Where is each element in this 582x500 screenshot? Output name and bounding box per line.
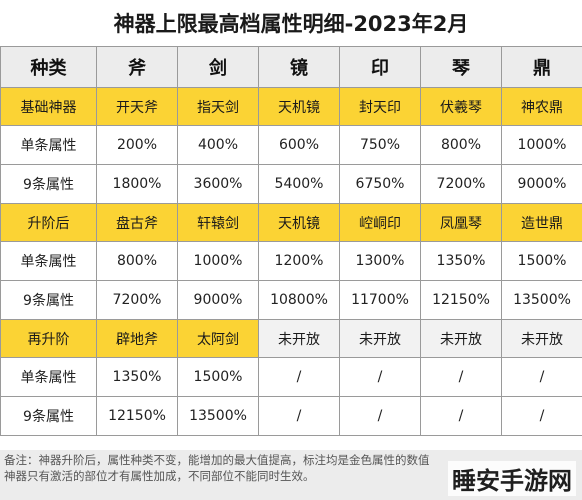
value-cell: 1500%: [177, 357, 259, 397]
value-cell: 13500%: [177, 396, 259, 436]
value-cell: /: [420, 357, 502, 397]
value-cell: 800%: [96, 241, 178, 281]
footnote-line-2: 神器只有激活的部位才有属性加成，不同部位不能同时生效。: [4, 469, 315, 483]
tier-label: 升阶后: [0, 203, 97, 242]
artifact-name: 造世鼎: [501, 203, 582, 242]
artifact-name: 天机镜: [258, 87, 340, 126]
tier-row-base: 基础神器 开天斧 指天剑 天机镜 封天印 伏羲琴 神农鼎: [0, 87, 582, 126]
single-attr-row: 单条属性 800% 1000% 1200% 1300% 1350% 1500%: [0, 241, 582, 281]
value-cell: 1350%: [96, 357, 178, 397]
value-cell: 3600%: [177, 164, 259, 204]
value-cell: /: [420, 396, 502, 436]
header-cell-sword: 剑: [177, 46, 259, 88]
value-cell: /: [339, 396, 421, 436]
value-cell: 12150%: [96, 396, 178, 436]
value-cell: 11700%: [339, 280, 421, 320]
value-cell: 9000%: [501, 164, 582, 204]
value-cell: /: [501, 357, 582, 397]
tier-label: 再升阶: [0, 319, 97, 358]
value-cell: 1350%: [420, 241, 502, 281]
header-cell-zither: 琴: [420, 46, 502, 88]
site-watermark: 睡安手游网: [448, 461, 576, 496]
artifact-name: 凤凰琴: [420, 203, 502, 242]
artifact-name-unreleased: 未开放: [258, 319, 340, 358]
value-cell: /: [258, 396, 340, 436]
row-label: 单条属性: [0, 241, 97, 281]
value-cell: 750%: [339, 125, 421, 165]
nine-attr-row: 9条属性 1800% 3600% 5400% 6750% 7200% 9000%: [0, 164, 582, 204]
artifact-name: 开天斧: [96, 87, 178, 126]
tier-label: 基础神器: [0, 87, 97, 126]
artifact-name-unreleased: 未开放: [420, 319, 502, 358]
value-cell: 800%: [420, 125, 502, 165]
header-cell-cauldron: 鼎: [501, 46, 582, 88]
artifact-name: 神农鼎: [501, 87, 582, 126]
artifact-name: 辟地斧: [96, 319, 178, 358]
header-cell-axe: 斧: [96, 46, 178, 88]
value-cell: 1500%: [501, 241, 582, 281]
header-cell-mirror: 镜: [258, 46, 340, 88]
value-cell: /: [339, 357, 421, 397]
footnote-line-1: 备注：神器升阶后，属性种类不变，能增加的最大值提高，标注均是金色属性的数值: [4, 453, 430, 467]
artifact-name: 崆峒印: [339, 203, 421, 242]
row-label: 9条属性: [0, 164, 97, 204]
value-cell: 9000%: [177, 280, 259, 320]
value-cell: 600%: [258, 125, 340, 165]
value-cell: 10800%: [258, 280, 340, 320]
page-title: 神器上限最高档属性明细-2023年2月: [0, 0, 582, 46]
artifact-name: 封天印: [339, 87, 421, 126]
value-cell: 200%: [96, 125, 178, 165]
value-cell: 13500%: [501, 280, 582, 320]
artifact-name: 轩辕剑: [177, 203, 259, 242]
value-cell: 12150%: [420, 280, 502, 320]
value-cell: 400%: [177, 125, 259, 165]
row-label: 单条属性: [0, 357, 97, 397]
nine-attr-row: 9条属性 12150% 13500% / / / /: [0, 396, 582, 436]
value-cell: 1300%: [339, 241, 421, 281]
value-cell: 1800%: [96, 164, 178, 204]
table-header-row: 种类 斧 剑 镜 印 琴 鼎: [0, 46, 582, 88]
artifact-name: 指天剑: [177, 87, 259, 126]
header-cell-type: 种类: [0, 46, 97, 88]
single-attr-row: 单条属性 200% 400% 600% 750% 800% 1000%: [0, 125, 582, 165]
row-label: 9条属性: [0, 280, 97, 320]
artifact-name-unreleased: 未开放: [339, 319, 421, 358]
artifact-name-unreleased: 未开放: [501, 319, 582, 358]
artifact-name: 太阿剑: [177, 319, 259, 358]
artifact-attribute-table: 种类 斧 剑 镜 印 琴 鼎 基础神器 开天斧 指天剑 天机镜 封天印 伏羲琴 …: [0, 46, 582, 436]
value-cell: /: [501, 396, 582, 436]
value-cell: 1200%: [258, 241, 340, 281]
value-cell: 1000%: [501, 125, 582, 165]
value-cell: 6750%: [339, 164, 421, 204]
value-cell: 5400%: [258, 164, 340, 204]
value-cell: 7200%: [420, 164, 502, 204]
single-attr-row: 单条属性 1350% 1500% / / / /: [0, 357, 582, 397]
value-cell: 7200%: [96, 280, 178, 320]
artifact-name: 伏羲琴: [420, 87, 502, 126]
artifact-name: 天机镜: [258, 203, 340, 242]
row-label: 单条属性: [0, 125, 97, 165]
value-cell: /: [258, 357, 340, 397]
value-cell: 1000%: [177, 241, 259, 281]
nine-attr-row: 9条属性 7200% 9000% 10800% 11700% 12150% 13…: [0, 280, 582, 320]
artifact-name: 盘古斧: [96, 203, 178, 242]
header-cell-seal: 印: [339, 46, 421, 88]
tier-row-reupgraded: 再升阶 辟地斧 太阿剑 未开放 未开放 未开放 未开放: [0, 319, 582, 358]
row-label: 9条属性: [0, 396, 97, 436]
tier-row-upgraded: 升阶后 盘古斧 轩辕剑 天机镜 崆峒印 凤凰琴 造世鼎: [0, 203, 582, 242]
